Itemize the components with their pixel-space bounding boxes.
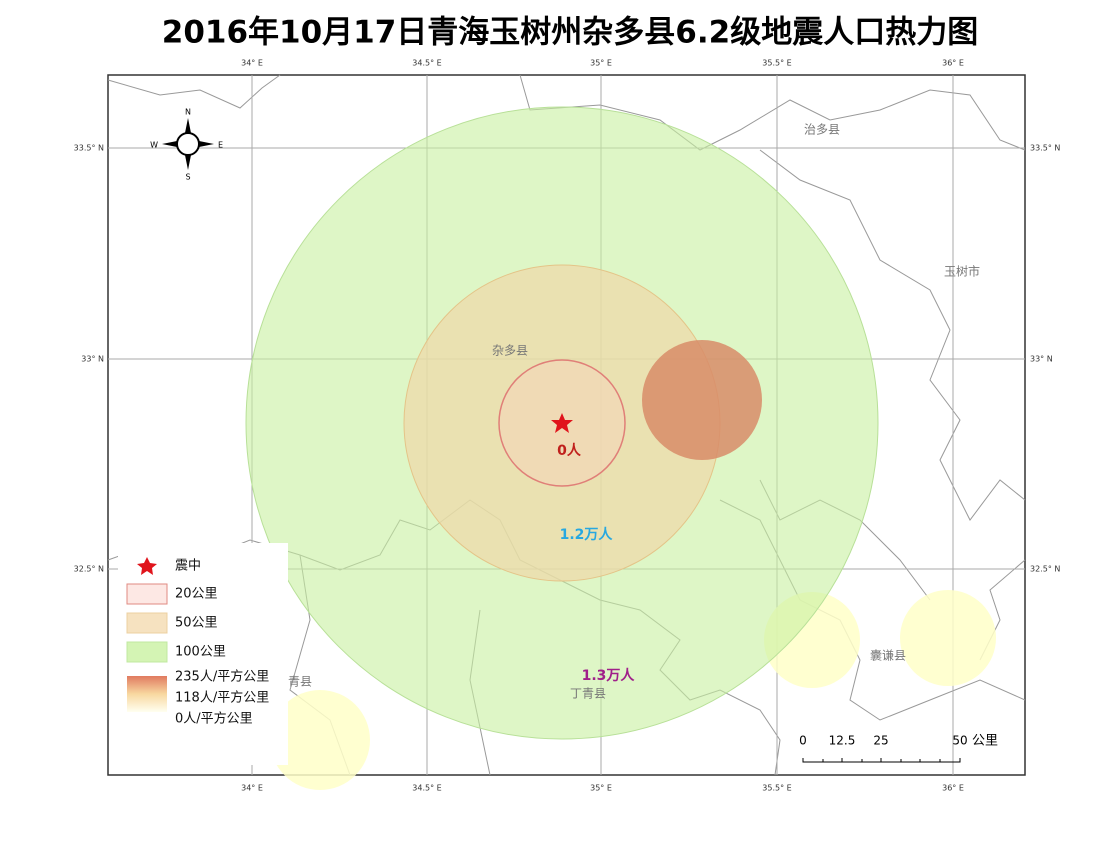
graticule-labels: 34° E 34.5° E 35° E 35.5° E 36° E 34° E … (74, 59, 1061, 793)
ring-label: 1.3万人 (582, 667, 636, 684)
legend-label: 235人/平方公里 (175, 669, 269, 685)
scale-label: 50 (952, 734, 967, 748)
scale-unit: 公里 (972, 734, 998, 749)
compass-label: W (150, 141, 158, 150)
place-labels: 治多县 玉树市 杂多县 囊谦县 丁青县 青县 (288, 123, 980, 701)
ring-label: 1.2万人 (560, 526, 614, 543)
lon-label: 34.5° E (412, 59, 441, 68)
legend-label: 118人/平方公里 (175, 690, 269, 706)
place-label: 丁青县 (570, 687, 606, 701)
scale-label: 25 (873, 734, 888, 748)
lon-label: 36° E (942, 784, 964, 793)
place-label: 青县 (288, 675, 312, 689)
epicenter (551, 413, 573, 433)
legend-label: 100公里 (175, 645, 226, 660)
legend-label: 0人/平方公里 (175, 711, 253, 727)
lat-label: 32.5° N (74, 565, 104, 574)
lon-label: 36° E (942, 59, 964, 68)
lon-label: 35° E (590, 59, 612, 68)
ring-label: 0人 (557, 442, 582, 459)
lon-label: 34° E (241, 59, 263, 68)
lat-label: 33.5° N (74, 144, 104, 153)
lat-label: 33° N (81, 355, 104, 364)
scale-label: 12.5 (829, 734, 856, 748)
compass-label: N (185, 108, 191, 117)
compass-label: S (185, 173, 190, 182)
legend-label: 50公里 (175, 616, 218, 631)
compass-label: E (218, 141, 223, 150)
lon-label: 35° E (590, 784, 612, 793)
place-label: 治多县 (804, 123, 840, 137)
lon-label: 35.5° E (762, 784, 791, 793)
place-label: 玉树市 (944, 264, 980, 279)
place-label: 杂多县 (492, 344, 528, 358)
place-label: 囊谦县 (870, 648, 906, 663)
map-frame (107, 74, 1026, 790)
lon-label: 34° E (241, 784, 263, 793)
legend: 震中 20公里 50公里 100公里 235人/平方公里 118人/平方公里 0… (118, 543, 288, 765)
scale-label: 0 (799, 734, 807, 748)
map-title: 2016年10月17日青海玉树州杂多县6.2级地震人口热力图 (162, 15, 978, 51)
scale-bar: 0 12.5 25 50 公里 (799, 734, 998, 763)
lat-label: 33° N (1030, 355, 1053, 364)
lon-label: 34.5° E (412, 784, 441, 793)
lat-label: 33.5° N (1030, 144, 1060, 153)
legend-label: 震中 (175, 559, 201, 574)
lon-label: 35.5° E (762, 59, 791, 68)
legend-label: 20公里 (175, 587, 218, 602)
lat-label: 32.5° N (1030, 565, 1060, 574)
compass: N S E W (150, 108, 223, 182)
heat-spot (642, 340, 762, 460)
